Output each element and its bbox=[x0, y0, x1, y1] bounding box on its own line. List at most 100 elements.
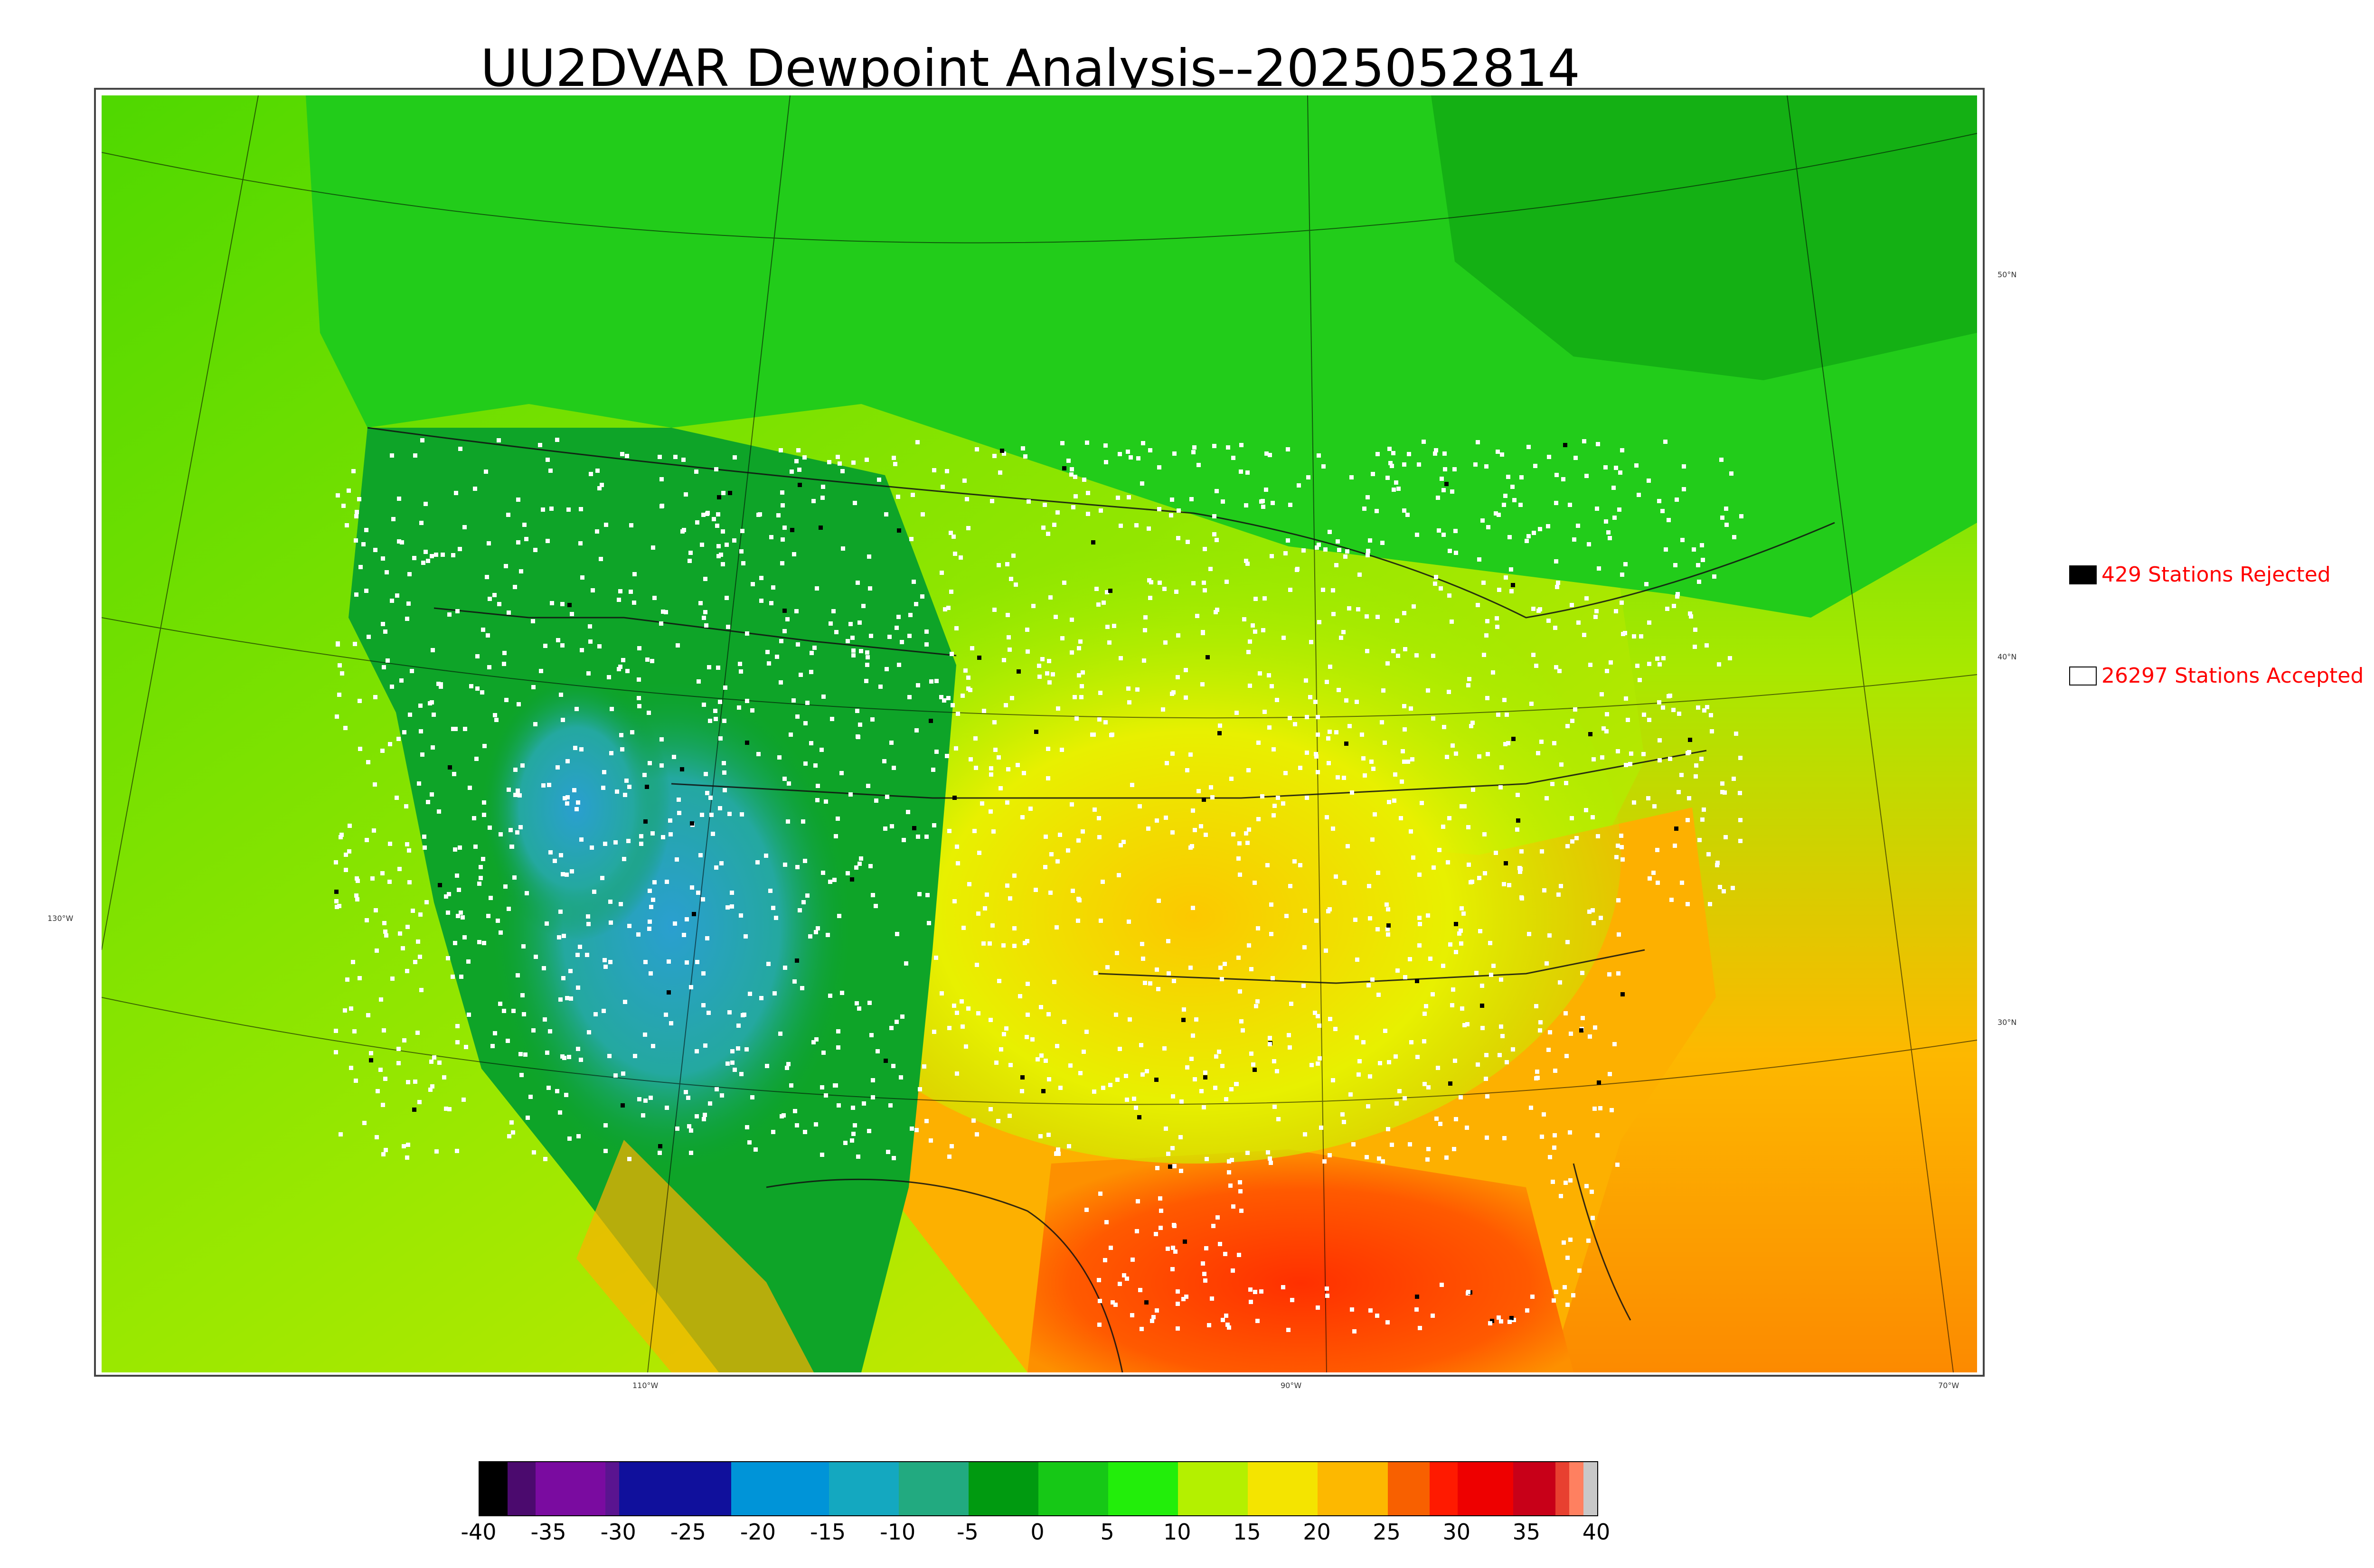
station-accepted bbox=[945, 469, 949, 473]
station-accepted bbox=[444, 1107, 448, 1111]
station-rejected bbox=[1344, 742, 1348, 746]
station-accepted bbox=[621, 1071, 625, 1076]
station-accepted bbox=[1509, 567, 1513, 572]
station-accepted bbox=[1608, 1072, 1612, 1076]
station-accepted bbox=[1584, 596, 1589, 601]
station-accepted bbox=[917, 892, 922, 896]
station-accepted bbox=[1054, 1152, 1058, 1156]
station-accepted bbox=[1672, 604, 1676, 608]
station-rejected bbox=[1444, 482, 1449, 486]
station-accepted bbox=[914, 728, 919, 732]
station-accepted bbox=[1156, 987, 1160, 991]
station-accepted bbox=[1318, 1056, 1322, 1061]
station-accepted bbox=[576, 986, 580, 990]
station-accepted bbox=[426, 800, 430, 804]
station-accepted bbox=[704, 623, 708, 628]
station-accepted bbox=[556, 638, 560, 642]
station-accepted bbox=[1143, 628, 1147, 632]
station-accepted bbox=[974, 766, 978, 770]
station-accepted bbox=[1058, 1086, 1063, 1090]
station-accepted bbox=[1529, 702, 1534, 706]
station-accepted bbox=[358, 565, 363, 569]
station-accepted bbox=[837, 1103, 841, 1108]
station-accepted bbox=[1412, 604, 1416, 609]
station-accepted bbox=[1403, 1096, 1407, 1100]
station-accepted bbox=[413, 453, 417, 458]
station-accepted bbox=[556, 765, 560, 770]
station-accepted bbox=[1259, 1289, 1263, 1294]
station-accepted bbox=[1170, 830, 1175, 835]
station-accepted bbox=[650, 831, 655, 836]
station-accepted bbox=[798, 908, 802, 912]
station-accepted bbox=[1720, 516, 1724, 520]
legend-rejected: 429 Stations Rejected bbox=[2069, 563, 2331, 587]
station-accepted bbox=[1269, 902, 1273, 907]
station-accepted bbox=[1238, 989, 1242, 994]
station-accepted bbox=[458, 447, 462, 451]
station-accepted bbox=[830, 717, 834, 721]
station-accepted bbox=[1396, 487, 1401, 491]
station-accepted bbox=[1097, 717, 1102, 722]
station-accepted bbox=[1614, 855, 1619, 859]
station-accepted bbox=[733, 455, 737, 460]
station-accepted bbox=[1675, 498, 1679, 502]
station-accepted bbox=[815, 798, 820, 802]
station-accepted bbox=[832, 878, 837, 882]
station-accepted bbox=[1331, 1078, 1335, 1082]
station-accepted bbox=[1494, 851, 1498, 855]
station-accepted bbox=[1272, 1059, 1276, 1063]
station-accepted bbox=[718, 700, 722, 704]
station-accepted bbox=[1004, 1026, 1008, 1031]
station-accepted bbox=[1447, 816, 1451, 820]
station-accepted bbox=[975, 963, 979, 967]
station-accepted bbox=[1130, 783, 1134, 787]
station-accepted bbox=[1166, 1152, 1170, 1156]
station-accepted bbox=[502, 662, 506, 666]
station-accepted bbox=[1439, 586, 1443, 591]
station-accepted bbox=[840, 469, 845, 473]
station-accepted bbox=[455, 1040, 460, 1044]
station-accepted bbox=[1619, 834, 1623, 838]
station-accepted bbox=[1538, 1028, 1542, 1033]
station-accepted bbox=[1440, 1283, 1444, 1287]
station-accepted bbox=[569, 996, 573, 1001]
station-accepted bbox=[1068, 1063, 1073, 1068]
station-accepted bbox=[519, 569, 523, 573]
station-accepted bbox=[695, 1114, 699, 1118]
station-accepted bbox=[989, 809, 993, 814]
station-accepted bbox=[1328, 1017, 1332, 1021]
station-accepted bbox=[1658, 738, 1662, 742]
station-accepted bbox=[1314, 752, 1318, 756]
station-accepted bbox=[891, 1064, 895, 1068]
station-accepted bbox=[765, 1064, 769, 1068]
station-accepted bbox=[996, 1119, 1000, 1123]
station-accepted bbox=[632, 572, 637, 576]
station-accepted bbox=[1208, 567, 1213, 571]
station-accepted bbox=[932, 468, 936, 472]
station-accepted bbox=[796, 448, 801, 452]
station-accepted bbox=[1103, 443, 1108, 448]
station-accepted bbox=[869, 1033, 874, 1037]
station-accepted bbox=[1557, 669, 1562, 673]
station-accepted bbox=[1366, 553, 1370, 557]
station-accepted bbox=[1610, 1108, 1614, 1112]
station-accepted bbox=[912, 580, 916, 584]
station-accepted bbox=[1365, 649, 1369, 653]
station-accepted bbox=[504, 564, 508, 568]
station-accepted bbox=[1498, 1053, 1502, 1057]
station-rejected bbox=[1154, 1078, 1159, 1082]
station-accepted bbox=[1591, 815, 1595, 819]
station-accepted bbox=[531, 619, 535, 623]
station-accepted bbox=[750, 1095, 754, 1099]
station-accepted bbox=[702, 1117, 706, 1121]
station-accepted bbox=[1109, 1246, 1113, 1250]
station-accepted bbox=[1334, 874, 1338, 879]
station-accepted bbox=[565, 996, 569, 1000]
station-accepted bbox=[1046, 1012, 1051, 1016]
station-accepted bbox=[1114, 1013, 1118, 1017]
station-accepted bbox=[1325, 815, 1329, 819]
station-accepted bbox=[1077, 646, 1081, 650]
station-accepted bbox=[1366, 1104, 1370, 1108]
station-accepted bbox=[1414, 1307, 1419, 1312]
station-accepted bbox=[1169, 513, 1173, 517]
